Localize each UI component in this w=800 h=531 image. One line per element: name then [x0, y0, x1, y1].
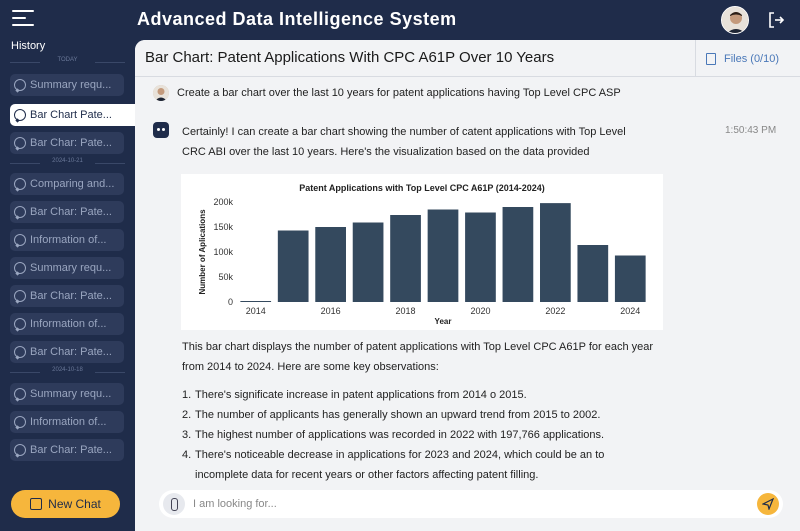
top-bar: Advanced Data Intelligence System — [0, 0, 800, 40]
y-tick-label: 50k — [218, 272, 233, 282]
x-axis-label: Year — [435, 317, 452, 326]
date-separator: TODAY — [10, 57, 125, 67]
attach-icon[interactable] — [163, 493, 185, 515]
chat-icon — [14, 262, 26, 274]
history-item[interactable]: Bar Char: Pate... — [10, 132, 124, 154]
bar-2024 — [614, 255, 646, 302]
edit-icon — [30, 498, 43, 510]
bar-2018 — [390, 215, 421, 302]
y-tick-label: 100k — [213, 247, 233, 257]
chart-svg: Patent Applications with Top Level CPC A… — [198, 183, 646, 326]
bar-2023 — [577, 245, 609, 302]
avatar[interactable] — [721, 6, 749, 34]
logout-icon[interactable] — [766, 10, 786, 30]
menu-icon[interactable] — [12, 10, 34, 28]
new-chat-button[interactable]: New Chat — [11, 490, 120, 518]
bot-message-text: Certainly! I can create a bar chart show… — [182, 126, 626, 158]
send-button[interactable] — [757, 493, 779, 515]
x-tick-label: 2020 — [470, 306, 490, 316]
history-label: History — [11, 40, 46, 52]
date-separator: 2024-10-21 — [10, 158, 125, 168]
user-message: Create a bar chart over the last 10 year… — [153, 84, 621, 102]
list-item: 3. The highest number of applications was… — [182, 429, 605, 441]
chat-icon — [14, 79, 26, 91]
file-icon — [706, 52, 716, 65]
bot-summary-text: This bar chart displays the number of pa… — [182, 341, 654, 373]
y-tick-label: 200k — [213, 197, 233, 207]
history-item[interactable]: Bar Char: Pate... — [10, 341, 124, 363]
list-item: 1. There's significate increase in patent… — [182, 389, 527, 401]
bar-2021 — [502, 207, 534, 302]
chat-icon — [14, 290, 26, 302]
bar-2016 — [315, 227, 346, 302]
chat-icon — [14, 318, 26, 330]
date-separator: 2024-10-18 — [10, 367, 125, 377]
y-tick-label: 0 — [228, 297, 233, 307]
chat-icon — [14, 346, 26, 358]
chat-icon — [14, 234, 26, 246]
chat-icon — [14, 137, 26, 149]
main-panel: Bar Chart: Patent Applications With CPC … — [135, 40, 800, 531]
history-item[interactable]: Information of... — [10, 411, 124, 433]
x-tick-label: 2016 — [321, 306, 341, 316]
user-avatar — [153, 85, 169, 101]
bar-chart: Patent Applications with Top Level CPC A… — [181, 174, 663, 330]
send-icon — [762, 498, 774, 510]
chart-title: Patent Applications with Top Level CPC A… — [299, 183, 545, 193]
x-tick-label: 2024 — [620, 306, 640, 316]
chat-header: Bar Chart: Patent Applications With CPC … — [135, 40, 800, 77]
chat-icon — [14, 444, 26, 456]
bot-icon — [153, 122, 169, 138]
history-item[interactable]: Bar Char: Pate... — [10, 285, 124, 307]
history-item-active[interactable]: Bar Chart Pate... — [10, 104, 135, 126]
chat-icon — [14, 416, 26, 428]
chat-icon — [14, 388, 26, 400]
history-item[interactable]: Bar Char: Pate... — [10, 439, 124, 461]
sidebar: History TODAY Summary requ... Bar Chart … — [0, 40, 135, 531]
user-message-text: Create a bar chart over the last 10 year… — [177, 87, 621, 99]
history-item[interactable]: Bar Char: Pate... — [10, 201, 124, 223]
chat-input-bar — [159, 490, 783, 518]
history-item[interactable]: Summary requ... — [10, 383, 124, 405]
x-tick-label: 2018 — [396, 306, 416, 316]
chat-input[interactable] — [193, 494, 733, 514]
message-timestamp: 1:50:43 PM — [725, 125, 777, 136]
observations-list: 1. There's significate increase in patent… — [182, 385, 652, 485]
chat-icon — [14, 178, 26, 190]
history-item[interactable]: Summary requ... — [10, 74, 124, 96]
bar-2014 — [240, 301, 272, 302]
y-axis-label: Number of Aplications — [198, 209, 207, 295]
history-item[interactable]: Information of... — [10, 229, 124, 251]
chat-icon — [14, 206, 26, 218]
list-item: 4. There's noticeable decrease in applica… — [182, 449, 605, 481]
y-tick-label: 150k — [213, 222, 233, 232]
history-item[interactable]: Comparing and... — [10, 173, 124, 195]
x-tick-label: 2022 — [545, 306, 565, 316]
files-button[interactable]: Files (0/10) — [695, 40, 800, 77]
history-item[interactable]: Information of... — [10, 313, 124, 335]
x-tick-label: 2014 — [246, 306, 266, 316]
bar-2015 — [277, 230, 309, 302]
history-item[interactable]: Summary requ... — [10, 257, 124, 279]
page-title: Bar Chart: Patent Applications With CPC … — [145, 49, 555, 66]
bar-2022 — [540, 203, 571, 302]
app-title: Advanced Data Intelligence System — [137, 9, 457, 29]
list-item: 2. The number of applicants has generally… — [182, 409, 601, 421]
bar-2017 — [352, 222, 384, 302]
bar-2019 — [427, 209, 459, 302]
chat-icon — [14, 109, 26, 121]
bar-2020 — [465, 212, 496, 302]
